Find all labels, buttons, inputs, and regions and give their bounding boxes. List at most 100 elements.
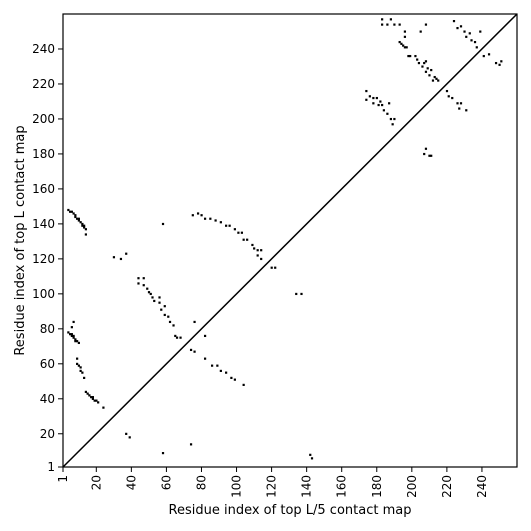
contact-point bbox=[88, 394, 91, 397]
contact-point bbox=[72, 334, 75, 338]
contact-point bbox=[77, 341, 80, 345]
x-tick-label: 60 bbox=[159, 475, 173, 490]
contact-point bbox=[421, 65, 424, 68]
contact-point bbox=[97, 401, 100, 404]
contact-point bbox=[119, 257, 123, 261]
contact-point bbox=[137, 277, 140, 280]
contact-point bbox=[451, 96, 454, 100]
y-tick-label: 200 bbox=[32, 112, 55, 126]
contact-point bbox=[251, 243, 254, 247]
contact-point bbox=[424, 70, 428, 73]
contact-point bbox=[424, 60, 428, 63]
contact-point bbox=[260, 249, 263, 252]
y-tick-label: 1 bbox=[47, 460, 55, 474]
contact-point bbox=[125, 252, 128, 255]
y-axis-label: Residue index of top L contact map bbox=[13, 125, 28, 355]
x-tick-label: 20 bbox=[89, 475, 103, 490]
contact-point bbox=[295, 292, 298, 296]
y-tick-label: 160 bbox=[32, 182, 55, 196]
contact-point bbox=[163, 313, 166, 317]
contact-point bbox=[91, 397, 94, 400]
contact-point bbox=[69, 210, 72, 213]
contact-point bbox=[74, 215, 77, 219]
contact-point bbox=[175, 336, 179, 339]
contact-point bbox=[407, 54, 410, 58]
contact-point bbox=[219, 369, 222, 373]
contact-point bbox=[70, 333, 73, 336]
contact-point bbox=[475, 46, 478, 49]
contact-point bbox=[233, 378, 236, 381]
contact-point bbox=[459, 102, 463, 105]
contact-point bbox=[430, 68, 433, 72]
plot-frame bbox=[62, 13, 518, 468]
contact-point bbox=[146, 287, 149, 290]
contact-point bbox=[74, 340, 77, 343]
contact-point bbox=[70, 210, 73, 213]
y-tick-label: 120 bbox=[32, 252, 55, 266]
contact-point bbox=[191, 214, 194, 217]
contact-point bbox=[393, 117, 396, 121]
contact-point bbox=[203, 334, 207, 338]
contact-point bbox=[372, 96, 375, 100]
contact-point bbox=[214, 219, 217, 222]
contact-point bbox=[270, 266, 273, 269]
contact-point bbox=[70, 326, 73, 329]
contact-point bbox=[90, 396, 93, 399]
contact-point bbox=[447, 95, 450, 98]
contact-point bbox=[67, 331, 70, 334]
contact-point bbox=[240, 231, 243, 234]
contact-point bbox=[375, 96, 378, 100]
contact-point bbox=[253, 247, 256, 250]
contact-point bbox=[430, 154, 433, 157]
contact-point bbox=[167, 315, 170, 318]
contact-point bbox=[137, 282, 140, 285]
contact-point bbox=[79, 221, 82, 224]
contact-point bbox=[458, 107, 461, 110]
contact-point bbox=[414, 54, 417, 58]
contact-point bbox=[456, 26, 459, 30]
contact-point bbox=[428, 74, 431, 77]
contact-point bbox=[161, 452, 165, 455]
contact-point bbox=[77, 364, 80, 367]
contact-point bbox=[95, 399, 98, 402]
contact-point bbox=[470, 39, 473, 42]
contact-point bbox=[365, 98, 368, 101]
contact-point bbox=[76, 340, 79, 343]
contact-point bbox=[93, 399, 96, 402]
contact-point bbox=[381, 18, 384, 21]
contact-point bbox=[256, 254, 259, 257]
contact-point bbox=[67, 208, 70, 212]
contact-point bbox=[91, 396, 94, 399]
contact-point bbox=[79, 369, 82, 373]
contact-point bbox=[153, 299, 156, 303]
contact-point bbox=[151, 296, 154, 299]
y-tick-label: 220 bbox=[32, 77, 55, 91]
contact-point bbox=[112, 256, 116, 259]
contact-point bbox=[228, 224, 231, 227]
contact-point bbox=[193, 350, 196, 353]
y-tick-label: 40 bbox=[40, 392, 55, 406]
contact-point bbox=[435, 77, 438, 80]
contact-point bbox=[479, 30, 482, 33]
x-tick-label: 180 bbox=[370, 475, 384, 498]
y-tick-label: 80 bbox=[40, 322, 55, 336]
contact-point bbox=[379, 100, 382, 103]
x-axis-label: Residue index of top L/5 contact map bbox=[169, 503, 412, 518]
contact-point bbox=[246, 238, 249, 241]
contact-point bbox=[468, 32, 471, 35]
contact-point bbox=[494, 61, 498, 65]
contact-point bbox=[389, 18, 392, 21]
contact-point bbox=[402, 44, 405, 47]
contact-point bbox=[233, 228, 236, 231]
contact-point bbox=[463, 30, 466, 33]
contact-point bbox=[142, 277, 145, 280]
contact-point bbox=[482, 54, 485, 58]
contact-point bbox=[256, 249, 259, 252]
x-tick-label: 100 bbox=[230, 475, 244, 498]
contact-point bbox=[498, 63, 501, 66]
contact-point bbox=[459, 25, 463, 28]
contact-point bbox=[391, 123, 394, 126]
contact-point bbox=[83, 376, 86, 379]
contact-point bbox=[465, 109, 468, 112]
